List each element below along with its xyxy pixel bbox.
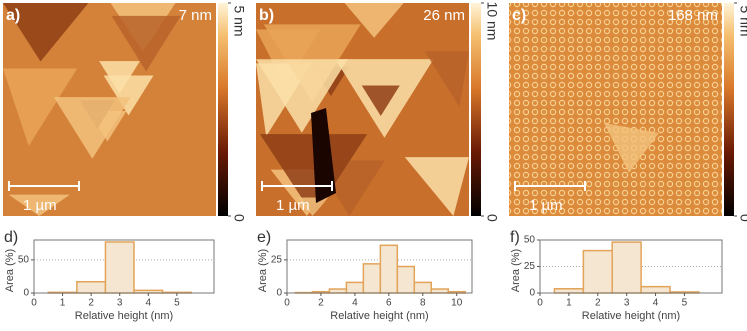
scalebar-label: 1 µm	[23, 197, 57, 214]
colorbar-label: 5 nm	[231, 5, 247, 36]
x-tick-label: 2	[88, 298, 94, 309]
x-tick-label: 8	[420, 298, 426, 309]
panel-label: d)	[4, 229, 18, 246]
x-tick-label: 1	[60, 298, 66, 309]
x-tick-label: 0	[31, 298, 37, 309]
x-tick-label: 5	[174, 298, 180, 309]
y-tick-label: 50	[524, 235, 536, 246]
colorbar-label: 0	[231, 214, 247, 222]
histogram-bar	[583, 251, 612, 293]
x-tick-label: 6	[386, 298, 392, 309]
y-tick-label: 0	[529, 288, 535, 299]
x-axis-label: Relative height (nm)	[75, 310, 173, 322]
histogram-bar	[363, 264, 380, 293]
histogram-bar	[641, 287, 670, 293]
afm-image	[256, 3, 469, 216]
x-tick-label: 3	[624, 298, 630, 309]
x-tick-label: 4	[653, 298, 659, 309]
histogram-bar	[380, 245, 397, 293]
colorbar	[218, 3, 228, 216]
scalebar-label: 1 µm	[276, 197, 310, 214]
histogram-bar	[397, 267, 414, 294]
x-tick-label: 5	[682, 298, 688, 309]
histogram-bar	[554, 289, 583, 293]
y-axis-label: Area (%)	[257, 249, 269, 292]
panel-label: c)	[512, 7, 526, 24]
y-tick-label: 25	[271, 255, 283, 266]
y-tick-label: 0	[276, 288, 282, 299]
x-axis-label: Relative height (nm)	[582, 310, 680, 322]
panel-label: e)	[257, 229, 271, 246]
histogram-bar	[105, 242, 134, 293]
histogram-bar	[77, 282, 106, 293]
panel-label: a)	[6, 7, 20, 24]
histogram-bar	[346, 282, 363, 293]
colorbar	[471, 3, 481, 216]
y-axis-label: Area (%)	[4, 249, 16, 292]
x-axis-label: Relative height (nm)	[330, 310, 428, 322]
x-tick-label: 4	[352, 298, 358, 309]
colorbar-label: 5 nm	[737, 5, 747, 36]
x-tick-label: 1	[566, 298, 572, 309]
histogram-bar	[329, 289, 346, 293]
y-tick-label: 25	[524, 261, 536, 272]
x-tick-label: 2	[318, 298, 324, 309]
y-tick-label: 0	[23, 288, 29, 299]
colorbar-label: 0	[737, 214, 747, 222]
histogram-bar	[414, 282, 431, 293]
colorbar	[724, 3, 734, 216]
panel-label: f)	[510, 229, 520, 246]
histogram-bar	[431, 289, 448, 293]
thickness-label: 7 nm	[179, 7, 212, 24]
x-tick-label: 2	[595, 298, 601, 309]
histogram-bar	[612, 242, 641, 293]
panel-label: b)	[259, 7, 274, 24]
x-tick-label: 3	[117, 298, 123, 309]
scalebar-label: 1 µm	[529, 197, 563, 214]
afm-image	[509, 3, 722, 216]
thickness-label: 26 nm	[423, 7, 465, 24]
colorbar-label: 0	[484, 214, 500, 222]
colorbar-label: 10 nm	[484, 2, 500, 41]
x-tick-label: 0	[537, 298, 543, 309]
x-tick-label: 0	[284, 298, 290, 309]
x-tick-label: 4	[146, 298, 152, 309]
y-tick-label: 50	[18, 255, 30, 266]
x-tick-label: 10	[451, 298, 463, 309]
thickness-label: 168 nm	[668, 7, 718, 24]
y-axis-label: Area (%)	[510, 249, 522, 292]
afm-image	[3, 3, 216, 216]
grain-texture	[509, 3, 722, 216]
